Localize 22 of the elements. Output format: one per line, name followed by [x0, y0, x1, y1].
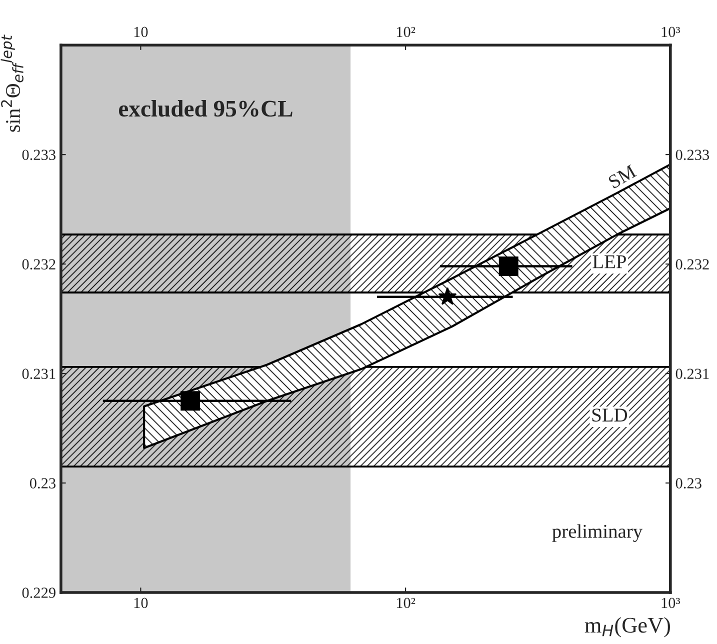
text: 10³	[662, 26, 680, 38]
y-tick-label: 0.231	[22, 368, 56, 380]
band-label: LEP	[592, 255, 626, 268]
y-tick-label: 0.232	[22, 259, 56, 270]
band-label: excluded 95%CL	[118, 100, 292, 117]
annotation: preliminary	[552, 524, 643, 542]
text: 10	[134, 26, 148, 38]
y-tick-label: 0.23	[30, 478, 56, 489]
x-axis-title: m$_{H}$(GeV)	[584, 617, 670, 638]
y2-tick-label: 0.23	[676, 478, 702, 489]
y2-tick-label: 0.232	[676, 259, 709, 270]
y2-tick-label: 0.231	[676, 368, 709, 380]
y-tick-label: 0.233	[22, 150, 56, 160]
x-tick-label: 10	[134, 598, 148, 608]
y2-tick-label: 0.233	[676, 150, 710, 160]
band-label: SLD	[592, 408, 628, 422]
legend-label: SM	[608, 164, 637, 189]
x-tick-label: 10²	[396, 598, 416, 608]
text: 10²	[396, 26, 416, 38]
x-tick-label: 10³	[662, 598, 680, 608]
y-tick-label: 0.229	[22, 588, 56, 598]
y-axis-title: sin$^{2}$Θ$_{eff}$$^{lept}$	[0, 34, 24, 132]
